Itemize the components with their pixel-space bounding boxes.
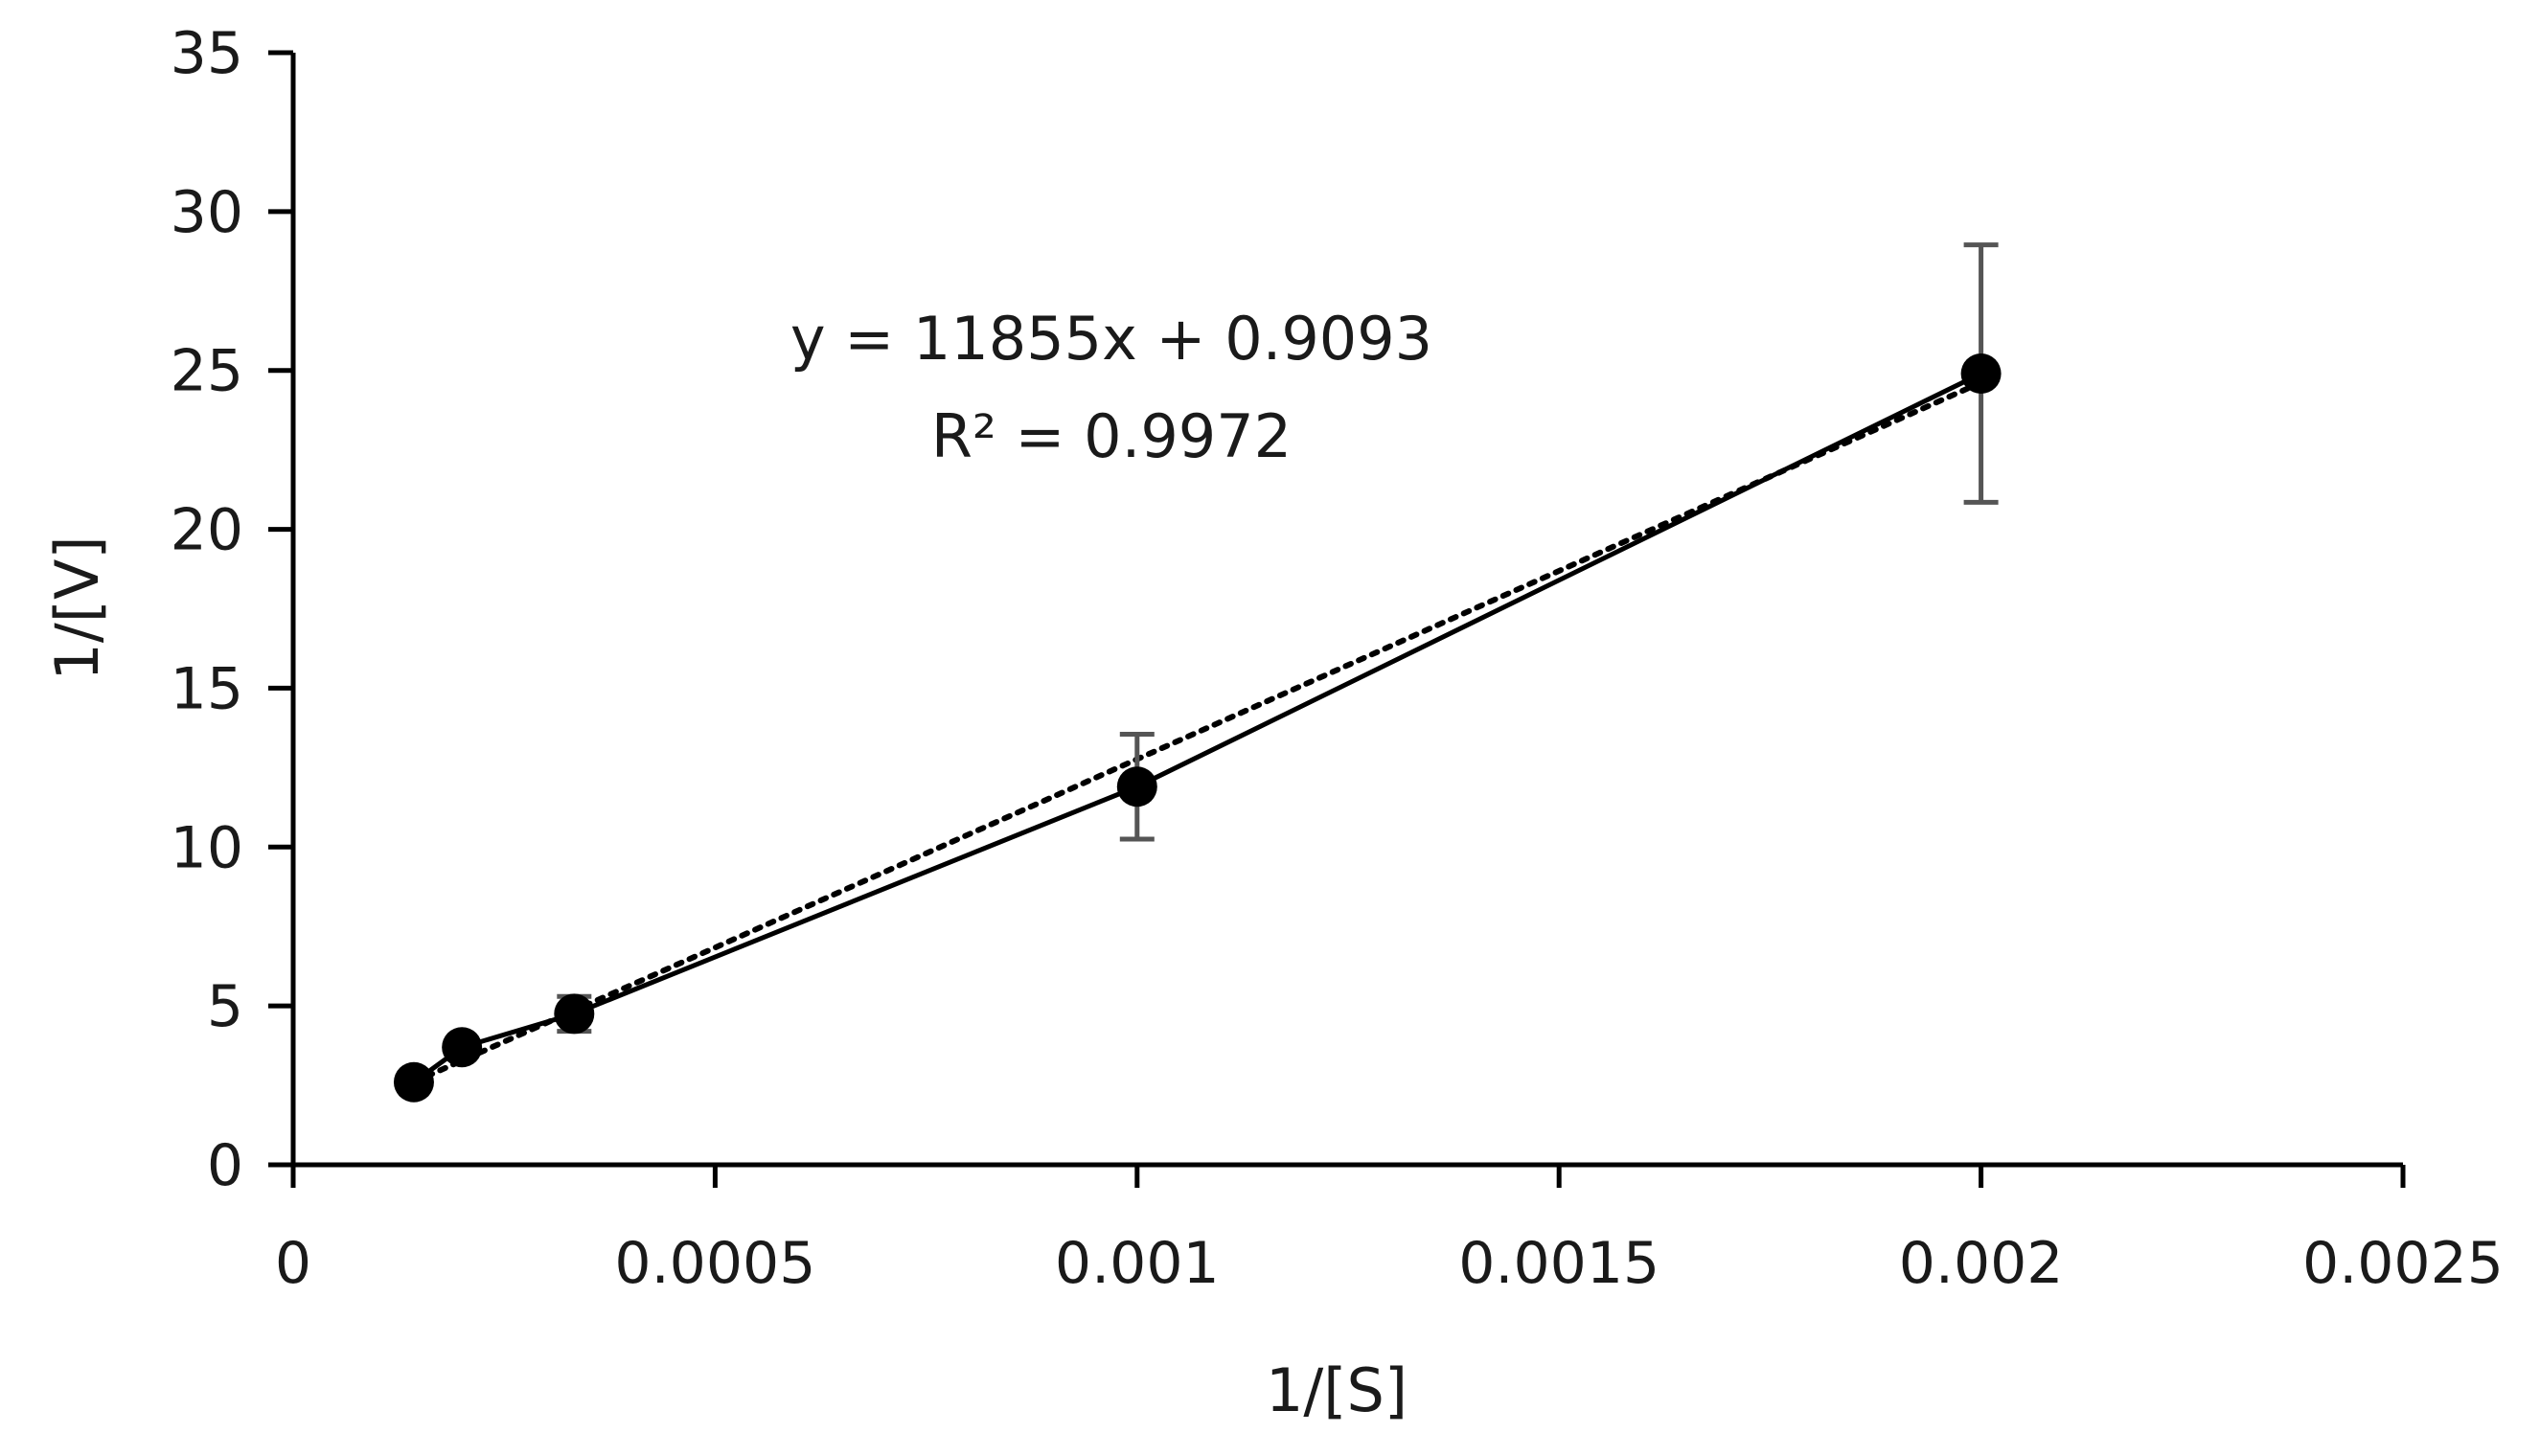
data-point bbox=[554, 993, 595, 1035]
y-axis-label: 1/[V] bbox=[42, 535, 112, 680]
points-group bbox=[393, 353, 2002, 1103]
y-tick-label: 5 bbox=[207, 973, 243, 1040]
trendline-equation: y = 11855x + 0.9093 bbox=[790, 304, 1432, 374]
x-tick-label: 0.0025 bbox=[2302, 1230, 2504, 1297]
x-tick-label: 0.0005 bbox=[614, 1230, 815, 1297]
x-tick-label: 0.0015 bbox=[1458, 1230, 1659, 1297]
x-tick-label: 0 bbox=[275, 1230, 311, 1297]
y-tick-label: 0 bbox=[207, 1132, 243, 1199]
trendline-r-squared: R² = 0.9972 bbox=[931, 401, 1292, 471]
data-point bbox=[1116, 766, 1157, 808]
y-ticks-group: 0 5 10 15 20 25 30 35 bbox=[171, 20, 293, 1199]
data-point bbox=[1960, 353, 2002, 395]
x-tick-label: 0.002 bbox=[1899, 1230, 2064, 1297]
data-point bbox=[442, 1027, 483, 1068]
y-tick-label: 30 bbox=[171, 179, 243, 246]
axes-group bbox=[290, 53, 2403, 1168]
y-tick-label: 25 bbox=[171, 338, 243, 405]
y-tick-label: 35 bbox=[171, 20, 243, 87]
y-tick-label: 20 bbox=[171, 497, 243, 564]
y-tick-label: 15 bbox=[171, 655, 243, 722]
x-ticks-group: 0 0.0005 0.001 0.0015 0.002 0.0025 bbox=[275, 1165, 2504, 1297]
y-tick-label: 10 bbox=[171, 814, 243, 881]
x-tick-label: 0.001 bbox=[1055, 1230, 1220, 1297]
data-point bbox=[393, 1061, 434, 1103]
x-axis-label: 1/[S] bbox=[1266, 1355, 1407, 1425]
